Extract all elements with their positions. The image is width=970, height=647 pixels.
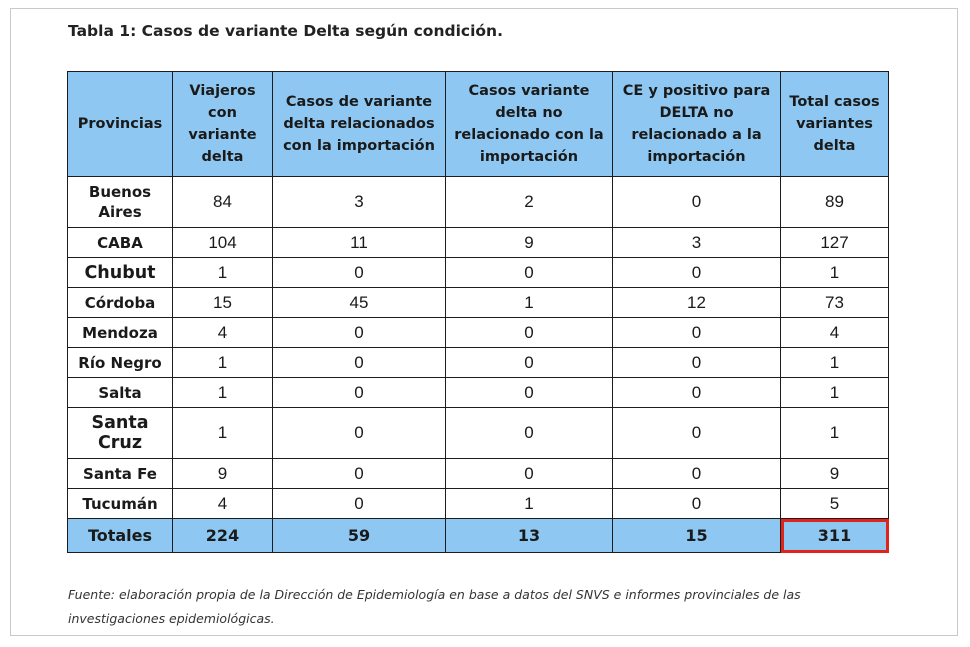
total-ce-positivo: 15 [612, 518, 781, 553]
value-cell: 1 [445, 287, 613, 318]
totals-row: Totales 224 59 13 15 311 [67, 518, 889, 553]
value-cell: 0 [612, 257, 781, 288]
value-cell: 15 [172, 287, 273, 318]
column-header-total: Total casos variantes delta [780, 71, 889, 177]
total-cell: 1 [780, 257, 889, 288]
value-cell: 0 [272, 317, 446, 348]
column-header-importacion: Casos de variante delta relacionados con… [272, 71, 446, 177]
value-cell: 0 [612, 488, 781, 519]
source-note: Fuente: elaboración propia de la Direcci… [68, 587, 801, 626]
value-cell: 1 [172, 347, 273, 378]
province-cell: Santa Cruz [67, 407, 173, 459]
value-cell: 104 [172, 227, 273, 258]
province-cell: CABA [67, 227, 173, 258]
value-cell: 0 [445, 317, 613, 348]
table-row: Córdoba 15 45 1 12 73 [67, 287, 889, 318]
province-cell: Santa Fe [67, 458, 173, 489]
value-cell: 45 [272, 287, 446, 318]
value-cell: 0 [612, 377, 781, 408]
province-cell: Tucumán [67, 488, 173, 519]
value-cell: 9 [172, 458, 273, 489]
value-cell: 0 [445, 377, 613, 408]
value-cell: 0 [272, 377, 446, 408]
total-importacion: 59 [272, 518, 446, 553]
total-cell: 5 [780, 488, 889, 519]
value-cell: 0 [445, 407, 613, 459]
column-header-no-importacion: Casos variante delta no relacionado con … [445, 71, 613, 177]
value-cell: 0 [272, 488, 446, 519]
delta-cases-table: Provincias Viajeros con variante delta C… [67, 71, 889, 553]
table-header-row: Provincias Viajeros con variante delta C… [67, 71, 889, 177]
value-cell: 12 [612, 287, 781, 318]
value-cell: 0 [445, 257, 613, 288]
table-row: CABA 104 11 9 3 127 [67, 227, 889, 258]
total-cell: 89 [780, 176, 889, 228]
value-cell: 0 [272, 458, 446, 489]
province-cell: Córdoba [67, 287, 173, 318]
value-cell: 1 [172, 377, 273, 408]
table-row: Tucumán 4 0 1 0 5 [67, 488, 889, 519]
value-cell: 0 [272, 257, 446, 288]
value-cell: 0 [612, 176, 781, 228]
value-cell: 0 [445, 458, 613, 489]
total-cell: 9 [780, 458, 889, 489]
value-cell: 3 [272, 176, 446, 228]
table-row: Mendoza 4 0 0 0 4 [67, 317, 889, 348]
value-cell: 84 [172, 176, 273, 228]
table-row: Chubut 1 0 0 0 1 [67, 257, 889, 288]
value-cell: 4 [172, 317, 273, 348]
value-cell: 0 [272, 347, 446, 378]
province-cell: Río Negro [67, 347, 173, 378]
total-cell: 73 [780, 287, 889, 318]
total-cell: 1 [780, 377, 889, 408]
value-cell: 0 [612, 458, 781, 489]
column-header-ce-positivo: CE y positivo para DELTA no relacionado … [612, 71, 781, 177]
total-no-importacion: 13 [445, 518, 613, 553]
value-cell: 0 [272, 407, 446, 459]
province-cell: Buenos Aires [67, 176, 173, 228]
value-cell: 1 [172, 257, 273, 288]
province-cell: Mendoza [67, 317, 173, 348]
value-cell: 9 [445, 227, 613, 258]
value-cell: 0 [612, 407, 781, 459]
value-cell: 1 [445, 488, 613, 519]
value-cell: 0 [445, 347, 613, 378]
province-cell: Chubut [67, 257, 173, 288]
value-cell: 11 [272, 227, 446, 258]
totals-label: Totales [67, 518, 173, 553]
grand-total-highlighted: 311 [780, 518, 889, 553]
value-cell: 2 [445, 176, 613, 228]
value-cell: 1 [172, 407, 273, 459]
column-header-provincias: Provincias [67, 71, 173, 177]
province-cell: Salta [67, 377, 173, 408]
total-cell: 127 [780, 227, 889, 258]
value-cell: 0 [612, 317, 781, 348]
table-row: Santa Cruz 1 0 0 0 1 [67, 407, 889, 459]
table-row: Santa Fe 9 0 0 0 9 [67, 458, 889, 489]
column-header-viajeros: Viajeros con variante delta [172, 71, 273, 177]
total-viajeros: 224 [172, 518, 273, 553]
table-row: Salta 1 0 0 0 1 [67, 377, 889, 408]
table-title: Tabla 1: Casos de variante Delta según c… [68, 22, 503, 40]
total-cell: 4 [780, 317, 889, 348]
table-row: Buenos Aires 84 3 2 0 89 [67, 176, 889, 228]
total-cell: 1 [780, 347, 889, 378]
value-cell: 0 [612, 347, 781, 378]
value-cell: 4 [172, 488, 273, 519]
total-cell: 1 [780, 407, 889, 459]
table-row: Río Negro 1 0 0 0 1 [67, 347, 889, 378]
value-cell: 3 [612, 227, 781, 258]
